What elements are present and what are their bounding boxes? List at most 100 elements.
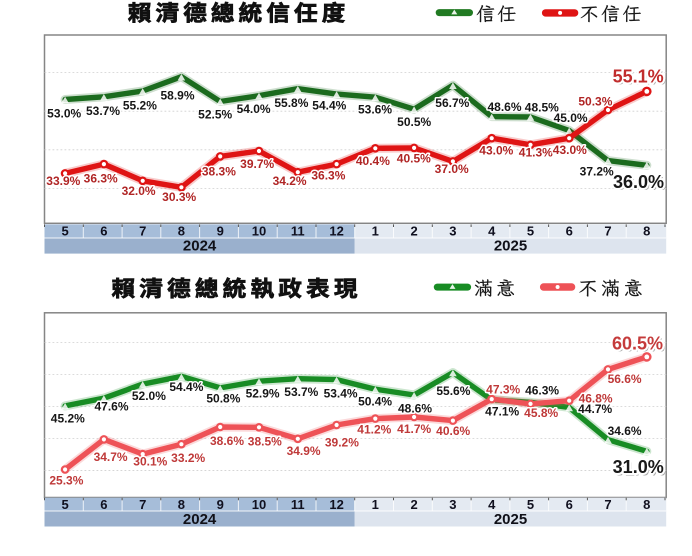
svg-text:1: 1: [372, 497, 379, 512]
svg-text:36.0%: 36.0%: [615, 174, 666, 194]
svg-text:4: 4: [488, 224, 496, 239]
svg-text:7: 7: [604, 224, 611, 239]
svg-text:8: 8: [178, 497, 185, 512]
svg-text:48.5%: 48.5%: [525, 101, 559, 115]
svg-text:41.7%: 41.7%: [397, 422, 431, 436]
svg-text:3: 3: [449, 224, 456, 239]
svg-text:37.2%: 37.2%: [580, 164, 614, 178]
svg-text:56.7%: 56.7%: [435, 96, 469, 110]
svg-text:45.8%: 45.8%: [524, 406, 558, 420]
svg-text:36.3%: 36.3%: [84, 171, 118, 185]
svg-text:11: 11: [291, 224, 305, 239]
svg-text:34.9%: 34.9%: [287, 444, 321, 458]
svg-text:55.8%: 55.8%: [274, 96, 308, 110]
svg-text:7: 7: [139, 224, 146, 239]
svg-text:50.3%: 50.3%: [578, 95, 612, 109]
svg-text:58.9%: 58.9%: [160, 89, 194, 103]
svg-text:2024: 2024: [183, 511, 217, 528]
svg-text:2025: 2025: [494, 238, 527, 255]
svg-text:32.0%: 32.0%: [122, 184, 156, 198]
svg-text:30.3%: 30.3%: [162, 190, 196, 204]
svg-text:2: 2: [410, 497, 417, 512]
svg-text:45.2%: 45.2%: [51, 412, 85, 426]
svg-text:8: 8: [643, 224, 650, 239]
svg-text:60.5%: 60.5%: [612, 334, 663, 354]
svg-text:52.9%: 52.9%: [246, 387, 280, 401]
svg-text:55.6%: 55.6%: [436, 384, 470, 398]
svg-text:8: 8: [643, 497, 650, 512]
svg-text:2025: 2025: [494, 511, 527, 528]
svg-text:3: 3: [449, 497, 456, 512]
svg-text:5: 5: [527, 224, 534, 239]
svg-text:43.0%: 43.0%: [553, 143, 587, 157]
svg-text:33.9%: 33.9%: [46, 174, 80, 188]
svg-text:54.4%: 54.4%: [169, 380, 203, 394]
svg-text:34.6%: 34.6%: [608, 424, 642, 438]
svg-text:36.3%: 36.3%: [311, 168, 345, 182]
svg-text:31.0%: 31.0%: [615, 459, 666, 479]
svg-text:40.5%: 40.5%: [397, 151, 431, 165]
svg-text:4: 4: [488, 497, 496, 512]
svg-text:36.0%: 36.0%: [613, 172, 664, 192]
svg-text:53.4%: 53.4%: [324, 386, 358, 400]
svg-text:6: 6: [566, 224, 573, 239]
svg-text:31.0%: 31.0%: [613, 457, 664, 477]
svg-text:47.3%: 47.3%: [486, 383, 520, 397]
svg-text:40.6%: 40.6%: [436, 424, 470, 438]
svg-text:53.7%: 53.7%: [86, 104, 120, 118]
svg-text:54.0%: 54.0%: [237, 102, 271, 116]
svg-text:38.5%: 38.5%: [248, 435, 282, 449]
svg-text:10: 10: [252, 224, 266, 239]
svg-text:34.7%: 34.7%: [94, 450, 128, 464]
svg-text:5: 5: [61, 224, 68, 239]
svg-text:10: 10: [252, 497, 266, 512]
svg-text:53.0%: 53.0%: [47, 107, 81, 121]
svg-text:39.7%: 39.7%: [240, 157, 274, 171]
svg-text:52.0%: 52.0%: [132, 389, 166, 403]
svg-text:7: 7: [139, 497, 146, 512]
svg-text:30.1%: 30.1%: [133, 454, 167, 468]
svg-text:46.3%: 46.3%: [525, 384, 559, 398]
svg-text:41.2%: 41.2%: [357, 423, 391, 437]
svg-text:53.7%: 53.7%: [284, 385, 318, 399]
svg-text:39.2%: 39.2%: [325, 435, 359, 449]
svg-text:5: 5: [527, 497, 534, 512]
svg-text:2: 2: [410, 224, 417, 239]
svg-text:37.0%: 37.0%: [435, 162, 469, 176]
svg-text:55.1%: 55.1%: [615, 69, 666, 89]
svg-text:52.5%: 52.5%: [198, 107, 232, 121]
svg-text:1: 1: [372, 224, 379, 239]
svg-text:2024: 2024: [183, 238, 217, 255]
svg-text:46.8%: 46.8%: [579, 392, 613, 406]
svg-text:45.0%: 45.0%: [554, 111, 588, 125]
svg-text:6: 6: [566, 497, 573, 512]
svg-text:48.6%: 48.6%: [398, 401, 432, 415]
svg-text:55.2%: 55.2%: [123, 98, 157, 112]
svg-text:44.7%: 44.7%: [578, 402, 612, 416]
svg-text:47.6%: 47.6%: [94, 399, 128, 413]
svg-text:50.8%: 50.8%: [206, 392, 240, 406]
svg-text:33.2%: 33.2%: [171, 451, 205, 465]
svg-text:12: 12: [329, 224, 343, 239]
svg-text:38.6%: 38.6%: [210, 434, 244, 448]
svg-text:47.1%: 47.1%: [485, 405, 519, 419]
svg-text:9: 9: [217, 497, 224, 512]
svg-text:50.5%: 50.5%: [397, 115, 431, 129]
svg-text:6: 6: [100, 497, 107, 512]
svg-text:41.3%: 41.3%: [519, 146, 553, 160]
svg-text:43.0%: 43.0%: [479, 143, 513, 157]
svg-text:34.2%: 34.2%: [273, 174, 307, 188]
svg-text:53.6%: 53.6%: [358, 102, 392, 116]
svg-text:40.4%: 40.4%: [356, 154, 390, 168]
svg-text:38.3%: 38.3%: [202, 165, 236, 179]
svg-text:9: 9: [217, 224, 224, 239]
svg-text:54.4%: 54.4%: [312, 98, 346, 112]
svg-text:6: 6: [100, 224, 107, 239]
svg-text:11: 11: [291, 497, 305, 512]
svg-text:8: 8: [178, 224, 185, 239]
svg-text:48.6%: 48.6%: [487, 100, 521, 114]
svg-text:56.6%: 56.6%: [608, 372, 642, 386]
svg-text:12: 12: [329, 497, 343, 512]
svg-text:50.4%: 50.4%: [358, 394, 392, 408]
svg-text:5: 5: [61, 497, 68, 512]
